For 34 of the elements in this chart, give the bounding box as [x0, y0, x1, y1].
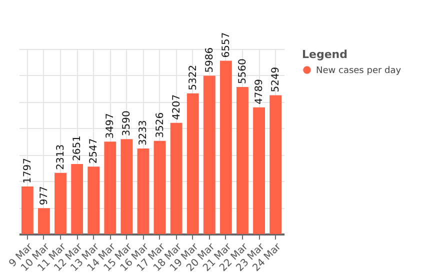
- bar: [54, 172, 66, 234]
- data-label: 3497: [105, 113, 116, 139]
- data-label: 5560: [237, 58, 248, 84]
- bar: [170, 122, 182, 234]
- data-label: 3526: [154, 112, 166, 138]
- legend-label: New cases per day: [316, 66, 402, 76]
- bar: [270, 95, 282, 234]
- data-label: 2547: [88, 138, 100, 164]
- data-label: 2651: [72, 135, 84, 161]
- data-label: 6557: [220, 32, 232, 58]
- data-label: 5986: [204, 47, 216, 73]
- data-label: 4207: [171, 94, 182, 120]
- bar: [236, 87, 248, 234]
- data-label: 977: [38, 186, 50, 206]
- bar: [203, 76, 216, 234]
- bar: [253, 107, 265, 234]
- data-label: 1797: [22, 158, 34, 184]
- bar: [154, 140, 166, 234]
- data-label: 4789: [254, 78, 266, 104]
- bar: [104, 142, 116, 234]
- data-label: 3590: [122, 110, 133, 136]
- data-label: 3233: [138, 120, 150, 146]
- bar: [88, 166, 100, 234]
- data-label: 5249: [270, 66, 282, 92]
- bar: [71, 164, 84, 234]
- bar: [220, 60, 232, 234]
- bar: [186, 93, 199, 234]
- legend-title: Legend: [302, 48, 348, 61]
- bar: [120, 139, 133, 234]
- data-label: 2313: [56, 144, 67, 170]
- bar: [21, 186, 34, 234]
- bar: [38, 208, 50, 234]
- bar: [137, 148, 150, 234]
- data-label: 5322: [188, 64, 199, 90]
